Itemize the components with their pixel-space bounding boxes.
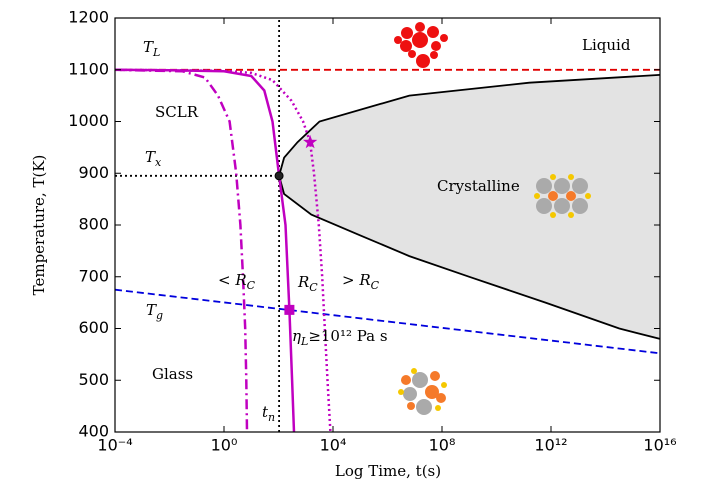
annotation: TL bbox=[143, 38, 160, 59]
annotation: Crystalline bbox=[437, 177, 520, 195]
annotation-text: Liquid bbox=[582, 36, 631, 54]
annotation-text: η bbox=[292, 327, 301, 345]
annotation: Tx bbox=[145, 148, 162, 169]
glass-icon bbox=[398, 368, 447, 415]
annotation: tn bbox=[262, 403, 275, 424]
annotation-subscript: n bbox=[268, 411, 275, 424]
annotation: Tg bbox=[146, 301, 163, 322]
curve bbox=[115, 70, 330, 432]
x-tick-label: 10¹² bbox=[534, 436, 567, 455]
y-tick-label: 600 bbox=[78, 318, 109, 337]
curve bbox=[115, 70, 294, 432]
annotation: RC bbox=[297, 273, 318, 294]
x-tick-label: 10⁻⁴ bbox=[97, 436, 132, 455]
y-tick-label: 700 bbox=[78, 266, 109, 285]
y-tick-label: 1200 bbox=[68, 8, 109, 27]
circle-marker bbox=[275, 172, 283, 180]
annotation: < RC bbox=[218, 271, 256, 292]
x-tick-label: 10¹⁶ bbox=[643, 436, 676, 455]
crystalline-region bbox=[279, 75, 660, 339]
annotation-subscript: C bbox=[371, 279, 380, 292]
annotation: SCLR bbox=[155, 103, 199, 121]
annotation-subscript: x bbox=[155, 156, 162, 169]
annotation-text: Glass bbox=[152, 365, 193, 383]
annotation: Liquid bbox=[582, 36, 631, 54]
y-tick-label: 900 bbox=[78, 163, 109, 182]
annotation-subscript: g bbox=[156, 309, 163, 322]
annotation-subscript: L bbox=[300, 335, 308, 348]
annotation-text: Crystalline bbox=[437, 177, 520, 195]
liquid-icon bbox=[394, 22, 448, 68]
annotation-subscript: C bbox=[309, 281, 318, 294]
annotation: > RC bbox=[342, 271, 380, 292]
annotation-text: > R bbox=[342, 271, 371, 289]
annotation-suffix: ≥10¹² Pa s bbox=[308, 327, 387, 345]
plot-area bbox=[115, 18, 660, 432]
annotation-text: < R bbox=[218, 271, 247, 289]
x-tick-label: 10⁰ bbox=[211, 436, 238, 455]
y-tick-label: 1000 bbox=[68, 111, 109, 130]
y-tick-label: 1100 bbox=[68, 59, 109, 78]
annotation-subscript: C bbox=[247, 279, 256, 292]
annotation: ηL≥10¹² Pa s bbox=[292, 327, 388, 348]
y-tick-label: 500 bbox=[78, 370, 109, 389]
square-marker bbox=[284, 305, 294, 315]
y-tick-label: 800 bbox=[78, 215, 109, 234]
annotation-text: R bbox=[297, 273, 309, 291]
y-axis-label: Temperature, T(K) bbox=[30, 155, 48, 296]
x-tick-label: 10⁸ bbox=[429, 436, 456, 455]
x-axis-label: Log Time, t(s) bbox=[335, 462, 441, 480]
x-tick-label: 10⁴ bbox=[320, 436, 347, 455]
chart: Log Time, t(s) Temperature, T(K) 4005006… bbox=[0, 0, 707, 487]
annotation: Glass bbox=[152, 365, 193, 383]
annotation-text: SCLR bbox=[155, 103, 199, 121]
annotation-subscript: L bbox=[152, 46, 160, 59]
